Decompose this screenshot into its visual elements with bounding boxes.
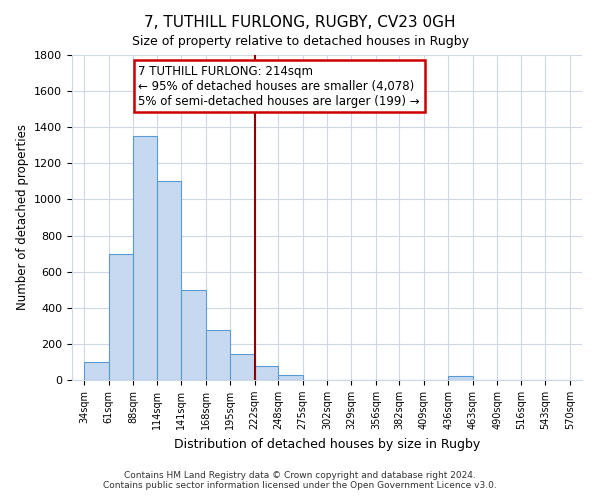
Bar xyxy=(206,330,230,380)
Text: Size of property relative to detached houses in Rugby: Size of property relative to detached ho… xyxy=(131,35,469,48)
X-axis label: Distribution of detached houses by size in Rugby: Distribution of detached houses by size … xyxy=(174,438,480,450)
Bar xyxy=(84,362,109,380)
Bar xyxy=(448,376,473,380)
Bar xyxy=(133,136,157,380)
Text: 7, TUTHILL FURLONG, RUGBY, CV23 0GH: 7, TUTHILL FURLONG, RUGBY, CV23 0GH xyxy=(144,15,456,30)
Bar xyxy=(230,354,254,380)
Text: Contains HM Land Registry data © Crown copyright and database right 2024.
Contai: Contains HM Land Registry data © Crown c… xyxy=(103,470,497,490)
Bar xyxy=(254,366,278,380)
Bar xyxy=(181,290,206,380)
Bar xyxy=(278,374,302,380)
Bar xyxy=(109,254,133,380)
Text: 7 TUTHILL FURLONG: 214sqm
← 95% of detached houses are smaller (4,078)
5% of sem: 7 TUTHILL FURLONG: 214sqm ← 95% of detac… xyxy=(139,64,420,108)
Bar xyxy=(157,182,181,380)
Y-axis label: Number of detached properties: Number of detached properties xyxy=(16,124,29,310)
